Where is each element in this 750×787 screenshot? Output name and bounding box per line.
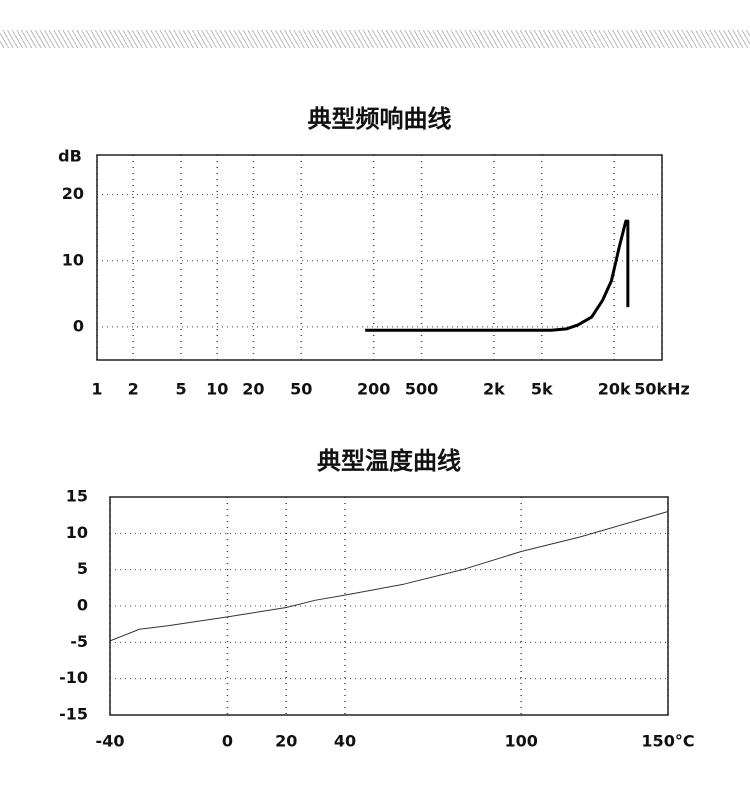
x-tick-label: 0	[222, 732, 233, 751]
y-tick-label: 15	[66, 487, 88, 506]
y-tick-label: 20	[62, 184, 84, 203]
y-tick-label: 0	[73, 316, 84, 335]
y-tick-label: 10	[62, 250, 84, 269]
x-tick-label: 200	[357, 380, 390, 399]
y-tick-label: -10	[59, 668, 88, 687]
y-tick-label: 5	[77, 559, 88, 578]
y-tick-label: 10	[66, 523, 88, 542]
x-tick-label: -40	[96, 732, 125, 751]
x-tick-label: 1	[91, 380, 102, 399]
x-tick-label: 5k	[531, 380, 553, 399]
plot-frame	[109, 496, 669, 716]
x-tick-label: 50	[290, 380, 312, 399]
x-tick-label: 40	[334, 732, 356, 751]
x-tick-label: 20k	[598, 380, 631, 399]
x-tick-label: 500	[405, 380, 438, 399]
x-tick-label: 2k	[483, 380, 505, 399]
y-tick-label: -15	[59, 705, 88, 724]
data-line	[109, 511, 669, 642]
x-tick-label: 20	[275, 732, 297, 751]
decor-stripe	[0, 30, 750, 48]
x-tick-label: 5	[175, 380, 186, 399]
chart-title: 典型温度曲线	[317, 447, 461, 475]
chart-title: 典型频响曲线	[308, 105, 452, 133]
y-tick-label: 0	[77, 596, 88, 615]
x-tick-label: 50kHz	[634, 380, 690, 399]
x-tick-label: 20	[242, 380, 264, 399]
x-tick-label: 10	[206, 380, 228, 399]
x-tick-label: 2	[128, 380, 139, 399]
x-tick-label: 100	[504, 732, 537, 751]
y-axis-label: dB	[58, 147, 82, 166]
x-tick-label: 150°C	[641, 732, 694, 751]
data-line	[365, 219, 630, 332]
plot-frame	[96, 154, 663, 361]
y-tick-label: -5	[70, 632, 88, 651]
